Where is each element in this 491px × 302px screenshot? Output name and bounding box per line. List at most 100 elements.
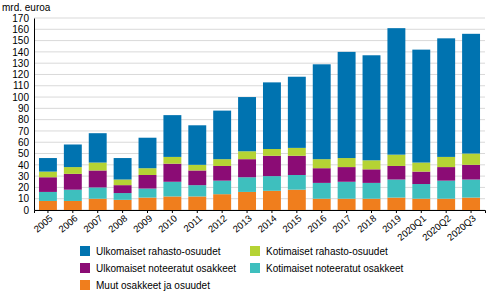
bar-segment bbox=[437, 199, 455, 210]
bars bbox=[39, 28, 480, 210]
bar-segment bbox=[188, 196, 206, 210]
bar-segment bbox=[89, 170, 107, 187]
y-tick: 130 bbox=[12, 58, 34, 69]
bar-segment bbox=[387, 166, 405, 180]
bar-segment bbox=[188, 125, 206, 165]
x-tick-label: 2011 bbox=[181, 213, 204, 235]
y-tick: 140 bbox=[12, 47, 34, 58]
y-tick-label: 10 bbox=[18, 193, 30, 204]
x-axis-line bbox=[35, 211, 486, 214]
legend-item: Kotimaiset rahasto-osuudet bbox=[250, 246, 388, 257]
legend-label: Kotimaiset rahasto-osuudet bbox=[266, 246, 388, 257]
bar-segment bbox=[139, 189, 157, 198]
x-tick-label: 2008 bbox=[106, 213, 129, 235]
y-tick-label: 60 bbox=[18, 137, 30, 148]
grid-line bbox=[34, 40, 485, 41]
x-tick-label: 2014 bbox=[255, 213, 278, 235]
legend: Ulkomaiset rahasto-osuudet Kotimaiset rah… bbox=[80, 246, 404, 291]
bar-segment bbox=[313, 159, 331, 168]
y-tick: 10 bbox=[18, 193, 34, 204]
x-tick: 2012 bbox=[206, 210, 229, 235]
bar-segment bbox=[163, 164, 181, 182]
y-tick: 100 bbox=[12, 92, 34, 103]
y-tick-label: 100 bbox=[12, 92, 29, 103]
legend-label: Muut osakkeet ja osuudet bbox=[96, 280, 210, 291]
bar-segment bbox=[238, 97, 256, 151]
bar-segment bbox=[263, 82, 281, 149]
bar-segment bbox=[363, 55, 381, 160]
bar-segment bbox=[263, 156, 281, 176]
y-tick-label: 120 bbox=[12, 69, 29, 80]
bar-segment bbox=[288, 77, 306, 148]
y-tick-label: 90 bbox=[18, 103, 30, 114]
legend-item: Ulkomaiset rahasto-osuudet bbox=[80, 246, 221, 257]
bar-segment bbox=[64, 201, 82, 210]
bar-segment bbox=[139, 168, 157, 175]
x-tick: 2014 bbox=[255, 210, 278, 235]
bar-segment bbox=[263, 176, 281, 191]
y-tick-label: 80 bbox=[18, 114, 30, 125]
y-tick: 30 bbox=[18, 171, 34, 182]
bar-segment bbox=[238, 159, 256, 177]
bar-segment bbox=[213, 159, 231, 166]
bar-segment bbox=[338, 182, 356, 199]
bar-segment bbox=[412, 172, 430, 184]
bar-segment bbox=[89, 163, 107, 171]
bar-segment bbox=[114, 185, 132, 193]
bar-segment bbox=[288, 156, 306, 175]
bar-segment bbox=[213, 194, 231, 210]
bar-segment bbox=[412, 50, 430, 163]
x-tick: 2020Q3 bbox=[445, 210, 478, 243]
bar-segment bbox=[412, 199, 430, 210]
bar-segment bbox=[338, 52, 356, 158]
y-tick: 160 bbox=[12, 24, 34, 35]
legend-swatch bbox=[80, 263, 90, 273]
y-tick: 50 bbox=[18, 148, 34, 159]
y-tick: 70 bbox=[18, 126, 34, 137]
bar-segment bbox=[114, 180, 132, 186]
bar-segment bbox=[238, 192, 256, 210]
bar-segment bbox=[437, 38, 455, 157]
bar-segment bbox=[139, 175, 157, 189]
bar-segment bbox=[238, 177, 256, 192]
y-tick: 170 bbox=[12, 13, 34, 24]
bar-segment bbox=[114, 158, 132, 179]
x-tick: 2016 bbox=[305, 210, 328, 235]
bar-segment bbox=[89, 199, 107, 210]
x-tick-label: 2016 bbox=[305, 213, 328, 235]
bar-segment bbox=[363, 183, 381, 199]
bar-segment bbox=[363, 160, 381, 169]
y-tick: 150 bbox=[12, 35, 34, 46]
legend-swatch bbox=[250, 246, 260, 256]
bar-segment bbox=[39, 172, 57, 178]
bar-segment bbox=[64, 144, 82, 167]
plot: 0102030405060708090100110120130140150160… bbox=[12, 13, 485, 243]
bar-segment bbox=[163, 115, 181, 157]
y-tick-label: 140 bbox=[12, 47, 29, 58]
bar-segment bbox=[238, 151, 256, 159]
bar-segment bbox=[387, 28, 405, 154]
bar-segment bbox=[462, 165, 480, 180]
y-axis-title: mrd. euroa bbox=[2, 2, 51, 13]
x-tick: 2010 bbox=[156, 210, 179, 235]
bar-segment bbox=[387, 198, 405, 210]
bar-segment bbox=[412, 184, 430, 199]
y-tick-label: 110 bbox=[13, 80, 29, 91]
x-tick-label: 2009 bbox=[131, 213, 154, 235]
bar-segment bbox=[412, 163, 430, 172]
bar-segment bbox=[163, 157, 181, 164]
bar-segment bbox=[139, 138, 157, 168]
y-tick-label: 30 bbox=[18, 171, 30, 182]
bar-segment bbox=[363, 199, 381, 210]
y-tick-label: 50 bbox=[18, 148, 30, 159]
bar-segment bbox=[39, 192, 57, 201]
bar-segment bbox=[163, 182, 181, 197]
bar-segment bbox=[39, 158, 57, 172]
grid-line bbox=[34, 29, 485, 30]
bar-segment bbox=[462, 180, 480, 198]
y-tick-label: 130 bbox=[12, 58, 29, 69]
bar-segment bbox=[64, 174, 82, 190]
grid-line bbox=[34, 18, 485, 19]
bar-segment bbox=[213, 181, 231, 195]
x-tick-label: 2007 bbox=[81, 213, 104, 235]
